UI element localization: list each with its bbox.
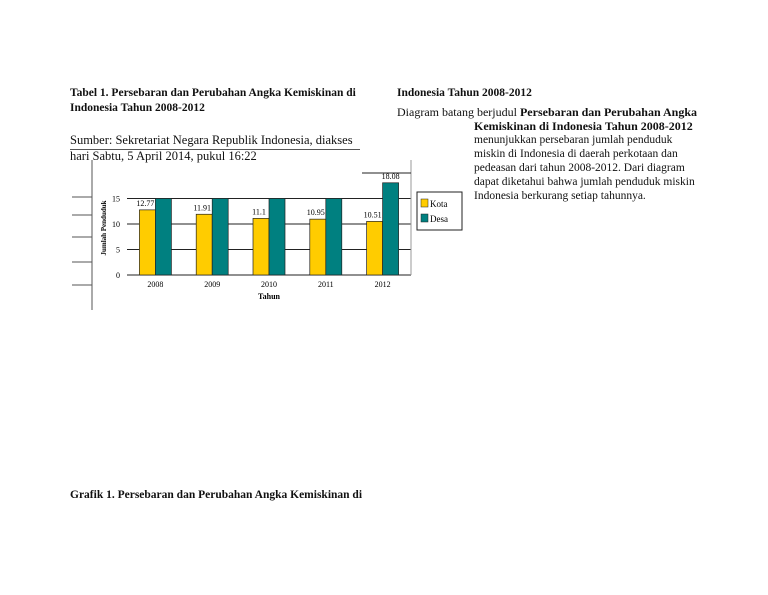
legend-label: Kota: [430, 199, 448, 209]
figure-caption: Grafik 1. Persebaran dan Perubahan Angka…: [70, 489, 363, 501]
bold-title-1: Persebaran dan Perubahan Angka: [519, 105, 697, 119]
x-axis-label: Tahun: [258, 292, 281, 301]
bar-kota: [139, 209, 156, 276]
x-tick-label: 2011: [318, 280, 334, 289]
x-tick-label: 2010: [261, 280, 277, 289]
x-tick-label: 2009: [204, 280, 220, 289]
right-heading: Indonesia Tahun 2008-2012: [397, 87, 532, 99]
legend-box: [416, 191, 463, 231]
y-tick-label: 15: [112, 195, 120, 204]
divider: [70, 149, 360, 150]
legend-swatch: [420, 213, 429, 223]
bar-desa: [155, 198, 172, 276]
y-tick-label: 5: [116, 246, 120, 255]
body-text: menunjukkan persebaran jumlah penduduk m…: [474, 134, 695, 202]
data-label: 12.77: [136, 199, 154, 208]
source-text: Sumber: Sekretariat Negara Republik Indo…: [70, 133, 353, 163]
bar-kota: [309, 218, 327, 276]
data-label: 10.51: [364, 210, 382, 219]
right-paragraph: Diagram batang berjudul Persebaran dan P…: [397, 105, 697, 203]
data-label: 18.08: [382, 172, 400, 181]
data-label: 10.95: [307, 208, 325, 217]
table-title: Tabel 1. Persebaran dan Perubahan Angka …: [70, 87, 356, 114]
legend-swatch: [420, 198, 429, 208]
x-tick-label: 2008: [147, 280, 163, 289]
bar-desa: [382, 182, 399, 276]
bar-kota: [195, 213, 213, 276]
y-tick-label: 0: [116, 271, 120, 280]
bold-title-2: Kemiskinan di Indonesia Tahun 2008-2012: [474, 119, 693, 133]
y-tick-label: 10: [112, 220, 120, 229]
x-tick-label: 2012: [375, 280, 391, 289]
y-axis-label: Jumlah Penduduk: [100, 200, 108, 255]
data-label: 11.1: [252, 207, 266, 216]
bar-desa: [268, 198, 286, 276]
legend-label: Desa: [430, 214, 448, 224]
bar-desa: [211, 198, 229, 276]
bar-kota: [366, 221, 383, 276]
data-label: 11.91: [193, 203, 211, 212]
bar-kota: [252, 218, 270, 276]
intro-text: Diagram batang berjudul: [397, 105, 520, 119]
bar-desa: [325, 198, 343, 276]
